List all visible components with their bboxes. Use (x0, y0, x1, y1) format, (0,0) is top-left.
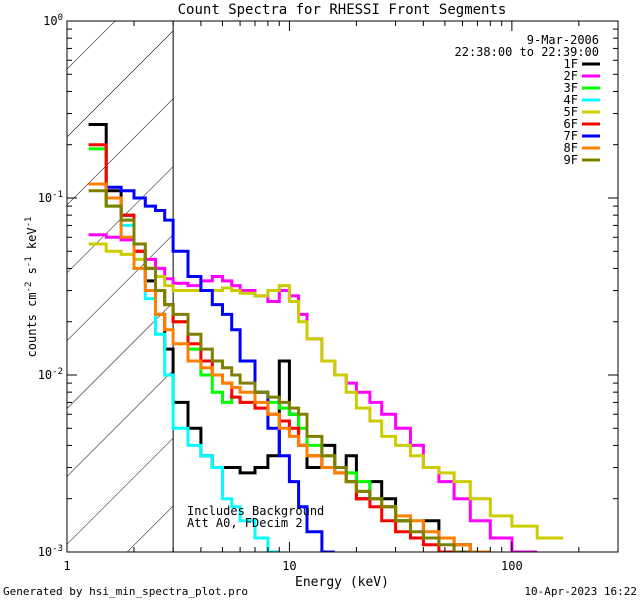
y-tick-label: 10-1 (38, 190, 63, 205)
annotation-attenuator: Att A0, FDecim 2 (187, 516, 303, 530)
annotation-background: Includes Background (187, 504, 324, 518)
x-axis-label: Energy (keV) (295, 575, 389, 590)
axis-ticks (66, 21, 619, 553)
plot-frame (66, 20, 619, 553)
y-tick-label: 10-2 (38, 367, 63, 382)
legend-label-8F: 8F (564, 141, 578, 155)
legend-label-3F: 3F (564, 81, 578, 95)
legend-label-1F: 1F (564, 57, 578, 71)
time-range-label: 22:38:00 to 22:39:00 (455, 45, 600, 59)
legend-label-2F: 2F (564, 69, 578, 83)
y-tick-label: 100 (43, 13, 63, 28)
legend-label-6F: 6F (564, 117, 578, 131)
series-7F (88, 182, 335, 552)
y-axis-label: counts cm-2 s-1 keV-1 (24, 217, 39, 358)
y-tick-label: 10-3 (38, 544, 63, 559)
background-hatched-region (67, 21, 174, 552)
legend-label-9F: 9F (564, 153, 578, 167)
x-axis-tick-labels: 1 10 100 (63, 559, 522, 573)
x-tick-label: 1 (63, 559, 70, 573)
date-label: 9-Mar-2006 (527, 33, 599, 47)
series-9F (88, 189, 471, 552)
series-8F (88, 182, 491, 552)
spectra-series (88, 123, 564, 552)
legend-label-7F: 7F (564, 129, 578, 143)
y-axis-tick-labels: 100 10-1 10-2 10-3 (38, 13, 63, 559)
footer-generated-by: Generated by hsi_min_spectra_plot.pro (3, 585, 248, 598)
legend-label-4F: 4F (564, 93, 578, 107)
legend-label-5F: 5F (564, 105, 578, 119)
x-tick-label: 10 (282, 559, 296, 573)
footer-timestamp: 10-Apr-2023 16:22 (524, 585, 637, 598)
chart-title: Count Spectra for RHESSI Front Segments (178, 2, 507, 18)
series-5F (88, 242, 564, 540)
x-tick-label: 100 (501, 559, 523, 573)
